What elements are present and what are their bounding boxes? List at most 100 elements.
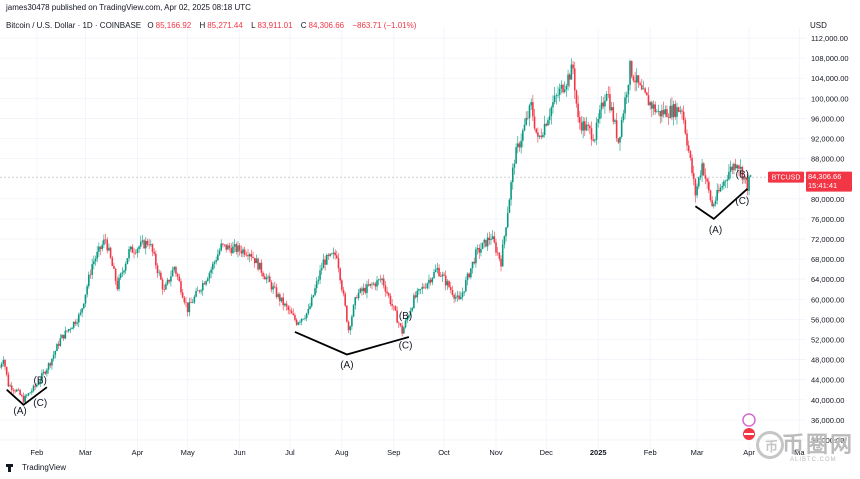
candle-body — [639, 83, 641, 86]
candle-body — [624, 97, 626, 114]
candle-body — [262, 272, 264, 277]
candle-body — [295, 319, 298, 325]
candle-body — [582, 121, 584, 131]
candle-body — [74, 321, 77, 324]
candle-body — [349, 326, 352, 331]
candle-body — [384, 285, 387, 292]
candle-body — [36, 384, 38, 387]
candle-body — [458, 295, 460, 300]
symbol-title[interactable]: Bitcoin / U.S. Dollar · 1D · COINBASE — [6, 21, 142, 30]
ohlc-open-label: O — [147, 21, 154, 30]
candle-body — [282, 297, 284, 306]
candle-body — [532, 102, 534, 117]
candle-body — [555, 95, 558, 96]
candle-body — [724, 180, 727, 182]
flag-stripe — [744, 433, 754, 435]
candle-body — [488, 237, 491, 241]
candle-body — [91, 264, 93, 275]
candle-body — [238, 245, 241, 251]
candle-body — [496, 252, 499, 254]
time-axis-label: Aug — [335, 448, 348, 457]
candle-body — [749, 175, 752, 177]
wave-label: (C) — [735, 196, 749, 207]
candle-body — [714, 200, 717, 205]
candle-body — [20, 394, 23, 396]
candle-body — [419, 289, 422, 290]
watermark-glyph: 币 — [765, 439, 779, 454]
price-axis-label: 88,000.00 — [811, 155, 844, 164]
candle-body — [491, 236, 494, 239]
candle-body — [153, 251, 155, 254]
candle-body — [325, 254, 328, 265]
candle-body — [590, 128, 593, 140]
candle-body — [200, 290, 202, 292]
candle-body — [376, 280, 378, 287]
ohlc-high-label: H — [199, 21, 206, 30]
candle-body — [2, 360, 5, 364]
candle-body — [305, 313, 308, 319]
candle-body — [599, 109, 601, 119]
time-axis-label: Apr — [743, 448, 755, 457]
candle-body — [441, 274, 444, 277]
candle-body — [287, 306, 290, 310]
candles — [0, 58, 752, 404]
candle-body — [300, 318, 303, 322]
candle-body — [614, 120, 616, 122]
candle-body — [602, 102, 605, 107]
candle-body — [537, 132, 539, 137]
candle-body — [475, 249, 477, 264]
candle-body — [361, 288, 363, 292]
candle-body — [212, 263, 214, 270]
candle-body — [14, 390, 16, 392]
candle-body — [381, 278, 383, 281]
candle-body — [208, 272, 211, 279]
candle-body — [151, 244, 154, 252]
candle-body — [702, 163, 705, 176]
candle-body — [128, 249, 130, 259]
candle-body — [550, 107, 553, 117]
candle-body — [232, 246, 234, 254]
candle-body — [607, 94, 610, 95]
candle-body — [439, 276, 442, 277]
price-axis: 112,000.00 108,000.00 104,000.00 100,000.00… — [811, 34, 849, 445]
candle-body — [121, 272, 124, 274]
candle-body — [533, 116, 536, 129]
price-axis-label: 44,000.00 — [811, 376, 844, 385]
candle-body — [258, 262, 261, 270]
candle-body — [307, 309, 310, 314]
candle-body — [682, 111, 685, 121]
candle-body — [160, 272, 162, 280]
candle-body — [51, 358, 53, 366]
currency-label[interactable]: USD — [810, 21, 827, 30]
candle-body — [255, 258, 258, 264]
tradingview-logo[interactable]: TradingView — [6, 463, 66, 472]
price-axis-label: 72,000.00 — [811, 235, 844, 244]
candle-body — [37, 383, 40, 385]
candle-body — [669, 105, 672, 118]
price-axis-label: 104,000.00 — [811, 74, 849, 83]
candle-body — [279, 294, 281, 302]
candle-body — [44, 371, 47, 374]
candle-body — [748, 176, 750, 191]
candle-body — [223, 244, 226, 246]
candle-body — [535, 128, 538, 133]
candle-body — [59, 338, 62, 346]
time-axis-label: Mar — [691, 448, 704, 457]
candle-body — [347, 321, 350, 331]
event-icon[interactable] — [742, 413, 756, 427]
event-icons — [742, 413, 756, 440]
candle-body — [173, 266, 176, 270]
candle-body — [26, 395, 28, 396]
candle-body — [510, 182, 512, 200]
candle-body — [600, 102, 603, 110]
candle-body — [210, 269, 212, 273]
price-axis-label: 92,000.00 — [811, 135, 844, 144]
candle-body — [635, 75, 638, 83]
candle-body — [98, 246, 100, 252]
candle-body — [180, 281, 182, 293]
candle-body — [646, 92, 648, 96]
candle-body — [52, 354, 55, 359]
candle-body — [594, 139, 596, 141]
